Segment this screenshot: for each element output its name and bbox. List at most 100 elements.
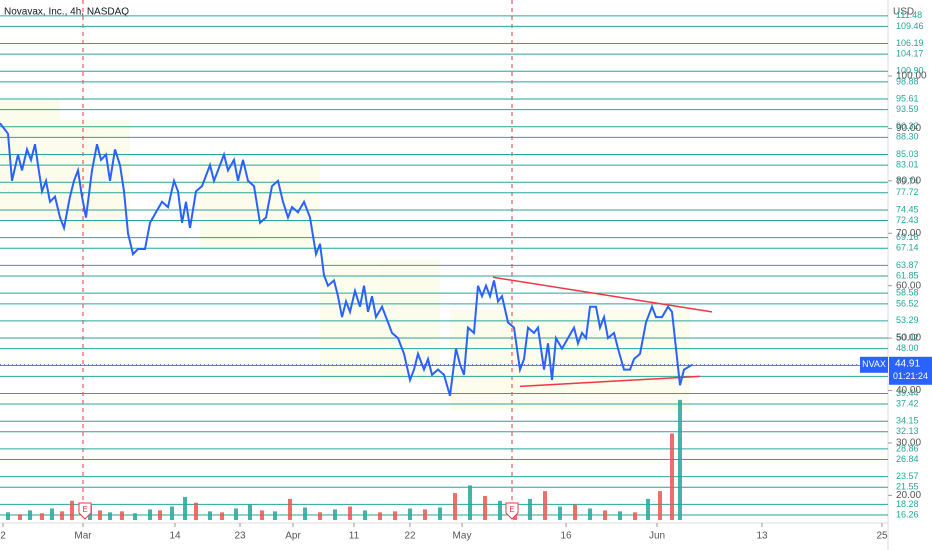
volume-bar <box>528 498 532 520</box>
currency: USD <box>893 7 914 18</box>
level-label: 16.26 <box>896 509 919 519</box>
level-label: 88.30 <box>896 132 919 142</box>
volume-bar <box>423 509 427 520</box>
chart-title: Novavax, Inc., 4h, NASDAQ <box>4 7 129 18</box>
event-label: E <box>509 505 514 514</box>
level-label: 39.44 <box>896 388 919 398</box>
y-tick-label: 20.00 <box>896 490 921 501</box>
symbol-label: NVAX <box>862 359 886 369</box>
volume-bar <box>670 433 674 520</box>
volume-bar <box>573 504 577 520</box>
level-label: 48.00 <box>896 343 919 353</box>
volume-bar <box>40 513 44 520</box>
volume-bar <box>543 491 547 520</box>
level-label: 106.19 <box>896 38 924 48</box>
last-price: 44.91 <box>895 358 920 369</box>
volume-bar <box>28 510 32 520</box>
volume-bar <box>70 500 74 520</box>
volume-bar <box>248 504 252 520</box>
volume-bar <box>483 495 487 520</box>
volume-bar <box>348 506 352 520</box>
y-tick-label: 100.00 <box>896 71 927 82</box>
level-label: 100.90 <box>896 66 924 76</box>
level-label: 93.59 <box>896 104 919 114</box>
x-tick-label: May <box>453 531 472 542</box>
volume-bar <box>618 511 622 520</box>
y-tick-label: 90.00 <box>896 123 921 134</box>
level-label: 37.42 <box>896 398 919 408</box>
level-label: 72.43 <box>896 215 919 225</box>
level-label: 58.58 <box>896 288 919 298</box>
volume-bar <box>60 511 64 520</box>
volume-bar <box>288 498 292 520</box>
volume-bar <box>148 509 152 520</box>
volume-bar <box>108 512 112 520</box>
level-label: 77.72 <box>896 187 919 197</box>
volume-bar <box>498 500 502 520</box>
price-line <box>0 122 693 397</box>
event-marker <box>505 502 519 520</box>
volume-bar <box>438 507 442 520</box>
x-tick-label: 23 <box>234 531 246 542</box>
level-label: 21.55 <box>896 482 919 492</box>
level-label: 28.86 <box>896 443 919 453</box>
level-label: 61.85 <box>896 270 919 280</box>
volume-bar <box>120 511 124 520</box>
volume-bar <box>260 510 264 520</box>
volume-bar <box>50 508 54 520</box>
volume-bar <box>393 511 397 520</box>
volume-bar <box>678 399 682 520</box>
countdown: 01:21:24 <box>893 371 928 381</box>
volume-bar <box>234 508 238 520</box>
level-label: 32.13 <box>896 426 919 436</box>
volume-bar <box>170 506 174 520</box>
y-tick-label: 70.00 <box>896 228 921 239</box>
level-label: 85.03 <box>896 149 919 159</box>
y-tick-label: 40.00 <box>896 385 921 396</box>
volume-bar <box>220 512 224 520</box>
volume-bar <box>133 513 137 520</box>
volume-bar <box>646 498 650 520</box>
trendline <box>492 276 713 313</box>
volume-bar <box>158 510 162 520</box>
level-label: 18.28 <box>896 499 919 509</box>
level-label: 23.57 <box>896 471 919 481</box>
trendline <box>519 375 701 388</box>
volume-bar <box>588 508 592 520</box>
volume-bar <box>468 485 472 520</box>
volume-bar <box>333 509 337 520</box>
volume-bar <box>558 506 562 520</box>
y-tick-label: 30.00 <box>896 438 921 449</box>
level-label: 79.74 <box>896 177 919 187</box>
x-tick-label: 13 <box>756 531 768 542</box>
volume-bar <box>318 512 322 520</box>
level-label: 83.01 <box>896 159 919 169</box>
level-label: 95.61 <box>896 93 919 103</box>
level-label: 109.46 <box>896 21 924 31</box>
y-tick-label: 80.00 <box>896 175 921 186</box>
x-tick-label: 2 <box>0 531 6 542</box>
volume-bar <box>18 514 22 520</box>
volume-bar <box>98 510 102 520</box>
level-label: 69.16 <box>896 232 919 242</box>
last-price-box <box>889 356 932 385</box>
y-tick-label: 60.00 <box>896 280 921 291</box>
volume-bar <box>453 493 457 520</box>
x-tick-label: 14 <box>169 531 181 542</box>
level-label: 26.84 <box>896 454 919 464</box>
level-label: 111.48 <box>896 10 922 20</box>
event-label: E <box>82 505 87 514</box>
level-label: 50.02 <box>896 332 919 342</box>
volume-bar <box>6 512 10 520</box>
level-label: 56.52 <box>896 298 919 308</box>
level-label: 90.32 <box>896 121 919 131</box>
volume-bar <box>363 510 367 520</box>
x-tick-label: Apr <box>285 531 301 542</box>
level-label: 98.88 <box>896 76 919 86</box>
level-label: 74.45 <box>896 204 919 214</box>
volume-bar <box>183 496 187 520</box>
volume-bar <box>408 508 412 520</box>
volume-bar <box>633 512 637 520</box>
y-tick-label: 50.00 <box>896 333 921 344</box>
x-tick-label: 16 <box>560 531 572 542</box>
